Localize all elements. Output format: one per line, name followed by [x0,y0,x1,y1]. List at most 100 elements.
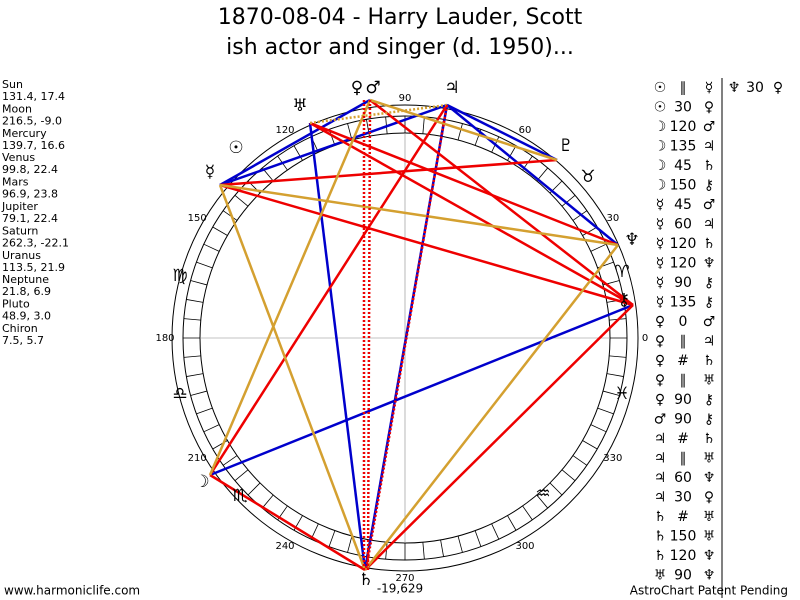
aspect-type: 60 [674,470,692,486]
ring-tick [606,373,624,377]
aspect-planet: ☽ [654,139,667,155]
aspect-type: # [677,431,689,447]
sign-glyph: ♏ [232,486,247,506]
ring-tick [203,424,220,433]
planet-name: Sun [2,78,23,91]
aspect-line [446,103,558,162]
ring-tick [190,280,208,286]
aspect-planet: ♀ [655,353,665,369]
aspect-planet: ♅ [703,373,716,389]
aspect-type: 90 [674,412,692,428]
aspect-type: ∥ [680,451,687,467]
ring-tick [582,440,598,450]
aspect-type: 120 [670,548,697,564]
ring-tick [440,539,444,557]
aspect-planet: ⚷ [704,275,714,291]
aspect-type: 120 [670,119,697,135]
ring-tick [196,407,213,415]
planet-name: Uranus [2,249,41,262]
ring-tick [590,243,607,252]
aspect-type: 150 [670,178,697,194]
aspect-planet: ♃ [703,217,716,233]
planet-name: Pluto [2,298,30,311]
aspect-planet: ♃ [654,490,667,506]
aspect-planet: ♄ [703,353,716,369]
aspect-planet: ♃ [654,431,667,447]
aspect-planet: ♀ [655,334,665,350]
ring-tick [186,299,204,303]
aspect-planet: ♂ [703,314,716,330]
ring-tick [190,390,208,396]
aspect-line [219,158,558,187]
aspect-type: ∥ [680,80,687,96]
aspect-planet: ☿ [656,217,665,233]
degree-label: 300 [515,541,534,552]
planet-name: Mercury [2,127,47,140]
title: 1870-08-04 - Harry Lauder, Scott [218,5,583,30]
aspect-line [219,183,634,307]
degree-label: 30 [606,213,619,224]
aspect-line [364,104,449,571]
ring-tick [385,542,388,560]
outer-circle [171,104,639,572]
aspect-type: 120 [670,256,697,272]
aspect-planet: ♃ [654,470,667,486]
ring-tick [572,455,588,466]
aspect-type: # [677,353,689,369]
aspect-type: 90 [674,275,692,291]
degree-label: 150 [188,213,207,224]
planet-name: Jupiter [1,200,38,213]
aspect-type: 0 [679,314,688,330]
planet-glyph: ♅ [292,96,307,116]
degree-label: 240 [275,541,294,552]
aspect-line [309,103,448,125]
aspect-planet: ♆ [703,470,716,486]
aspect-line [219,183,619,247]
planet-glyph: ☿ [205,162,215,182]
aspect-type: ∥ [680,334,687,350]
ring-tick [222,210,238,221]
aspect-planet: ♅ [703,509,716,525]
ring-tick [422,116,425,134]
aspect-planet: ☽ [654,119,667,135]
ring-tick [422,542,425,560]
planet-glyph: ♂ [365,78,380,98]
planet-name: Neptune [2,273,49,286]
aspect-line [209,303,634,477]
aspect-planet: ♂ [654,412,667,428]
aspect-planet: ⚷ [704,392,714,408]
planet-glyph: ♀ [351,78,363,98]
aspect-planet: ☿ [656,197,665,213]
aspect-planet: ☿ [656,275,665,291]
aspect-planet: ♄ [703,236,716,252]
planet-position: 7.5, 5.7 [2,334,44,347]
aspect-planet: ♅ [703,451,716,467]
aspect-line [364,304,634,571]
aspect-planet: ♃ [703,139,716,155]
aspect-lines [208,98,634,572]
aspect-planet: ♂ [703,197,716,213]
ring-tick [507,145,517,161]
degree-label: 60 [519,125,532,136]
ring-tick [507,515,517,531]
ring-tick [212,226,228,236]
aspect-type: 90 [674,568,692,584]
aspect-planet: ♆ [703,548,716,564]
planet-name: Chiron [2,322,38,335]
aspect-planet: ☉ [654,80,667,96]
aspect-type: 45 [674,158,692,174]
footer-right: AstroChart Patent Pending [630,584,788,598]
aspect-planet: ♆ [703,256,716,272]
ring-tick [457,123,463,141]
aspect-line [208,99,372,476]
aspect-planet: ♀ [655,392,665,408]
aspect-planet: ☿ [656,256,665,272]
sign-glyph: ♈ [614,262,629,282]
aspect-planet: ☿ [656,236,665,252]
aspect-planet: ⚷ [704,178,714,194]
planet-position: 131.4, 17.4 [2,90,65,103]
ring-tick [183,318,201,321]
aspect-type: # [677,509,689,525]
planet-position: 21.8, 6.9 [2,285,51,298]
